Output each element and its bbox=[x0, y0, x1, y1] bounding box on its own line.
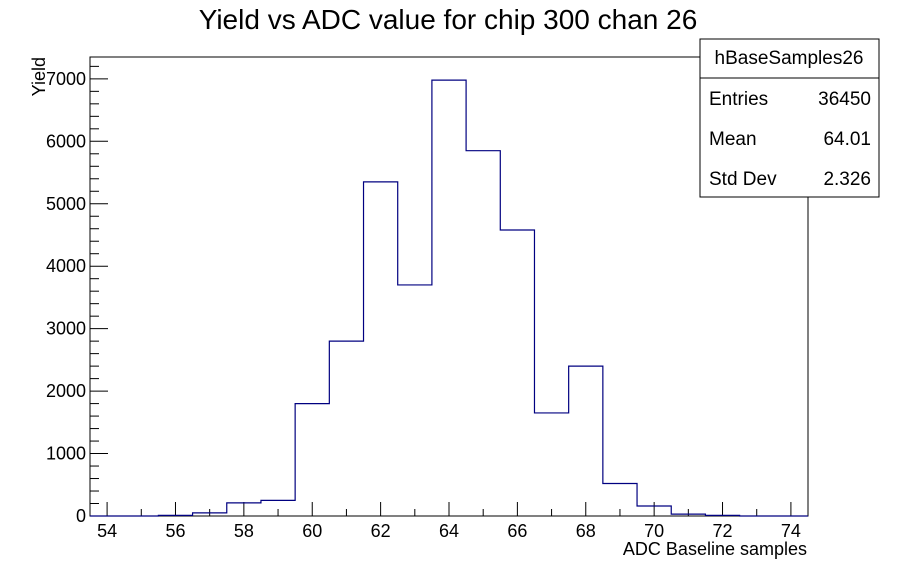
x-tick-label: 54 bbox=[97, 521, 117, 541]
x-axis: 54 56 58 60 62 64 66 68 70 72 74 bbox=[97, 502, 801, 541]
stats-value-mean: 64.01 bbox=[823, 129, 871, 150]
x-tick-label: 68 bbox=[576, 521, 596, 541]
stats-box: hBaseSamples26 Entries 36450 Mean 64.01 … bbox=[699, 38, 880, 198]
x-tick-label: 74 bbox=[781, 521, 801, 541]
x-tick-label: 66 bbox=[507, 521, 527, 541]
y-tick-label: 3000 bbox=[46, 319, 86, 339]
y-tick-label: 4000 bbox=[46, 256, 86, 276]
y-tick-label: 5000 bbox=[46, 194, 86, 214]
stats-value-std-dev: 2.326 bbox=[823, 169, 871, 190]
histogram-bin bbox=[261, 500, 295, 516]
histogram-bin bbox=[193, 513, 227, 516]
histogram-bin bbox=[534, 413, 568, 516]
x-tick-label: 56 bbox=[165, 521, 185, 541]
histogram-bin bbox=[466, 151, 500, 516]
chart-title: Yield vs ADC value for chip 300 chan 26 bbox=[199, 4, 698, 35]
stats-histogram-name: hBaseSamples26 bbox=[715, 48, 864, 69]
x-tick-label: 72 bbox=[713, 521, 733, 541]
histogram-bin bbox=[569, 366, 603, 516]
x-tick-label: 70 bbox=[644, 521, 664, 541]
histogram-bins bbox=[158, 80, 739, 516]
histogram-bin bbox=[295, 404, 329, 516]
x-tick-label: 58 bbox=[234, 521, 254, 541]
y-tick-label: 6000 bbox=[46, 131, 86, 151]
y-axis: 0 1000 2000 3000 4000 5000 6000 7000 bbox=[46, 65, 108, 526]
y-tick-label: 1000 bbox=[46, 444, 86, 464]
histogram-line bbox=[90, 79, 808, 517]
y-tick-label: 7000 bbox=[46, 69, 86, 89]
histogram-bin bbox=[329, 341, 363, 516]
stats-label-std-dev: Std Dev bbox=[709, 169, 777, 190]
x-tick-label: 64 bbox=[439, 521, 459, 541]
histogram-bin bbox=[671, 514, 705, 516]
x-tick-label: 60 bbox=[302, 521, 322, 541]
histogram-bin bbox=[500, 230, 534, 516]
x-axis-label: ADC Baseline samples bbox=[623, 539, 807, 559]
histogram-bin bbox=[705, 515, 739, 516]
y-tick-label: 2000 bbox=[46, 381, 86, 401]
x-tick-label: 62 bbox=[371, 521, 391, 541]
stats-label-mean: Mean bbox=[709, 129, 757, 150]
stats-box-frame bbox=[699, 38, 880, 198]
histogram-bin bbox=[158, 515, 192, 516]
histogram-bin bbox=[432, 80, 466, 516]
y-axis-label: Yield bbox=[29, 57, 49, 96]
y-tick-label: 0 bbox=[76, 506, 86, 526]
histogram-bin bbox=[398, 285, 432, 516]
stats-value-entries: 36450 bbox=[818, 89, 871, 110]
histogram-bin bbox=[227, 503, 261, 516]
histogram-bin bbox=[364, 182, 398, 516]
stats-label-entries: Entries bbox=[709, 89, 768, 110]
histogram-bin bbox=[637, 506, 671, 516]
histogram-bin bbox=[603, 484, 637, 516]
